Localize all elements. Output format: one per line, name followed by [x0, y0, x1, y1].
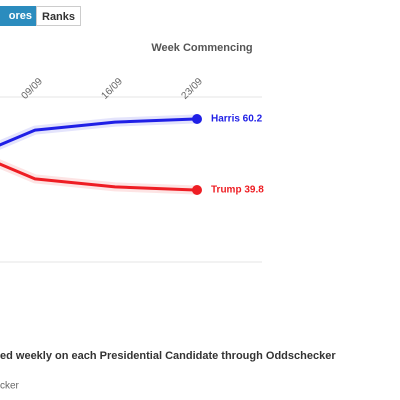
end-marker	[192, 114, 202, 125]
line	[0, 117, 196, 147]
value-label: Harris 60.2	[211, 114, 263, 125]
x-tick-label: 23/09	[180, 76, 206, 102]
scores-button[interactable]: ores	[0, 6, 37, 26]
end-marker	[192, 185, 202, 196]
x-tick-label: 16/09	[100, 76, 126, 102]
x-tick-label: 09/09	[20, 76, 46, 102]
axis-title: Week Commencing	[151, 42, 252, 54]
line-halo	[0, 114, 196, 150]
value-label: Trump 39.8	[211, 185, 264, 196]
footer-text: ed weekly on each Presidential Candidate…	[0, 350, 336, 362]
line-halo	[0, 159, 196, 195]
line	[0, 162, 196, 192]
ranks-button[interactable]: Ranks	[36, 6, 82, 26]
footer-source: cker	[0, 381, 20, 392]
